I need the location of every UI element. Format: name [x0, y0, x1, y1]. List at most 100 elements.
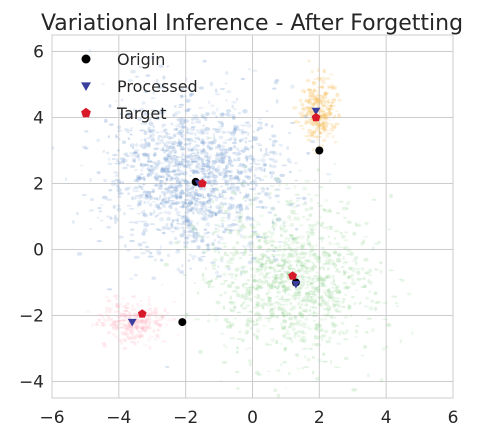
sample-point	[245, 217, 249, 222]
sample-point	[143, 200, 147, 204]
sample-point	[216, 274, 223, 278]
sample-point	[271, 275, 275, 278]
sample-point	[293, 236, 298, 240]
sample-point	[166, 216, 171, 222]
sample-point	[161, 340, 168, 343]
sample-point	[131, 304, 134, 309]
sample-point	[306, 237, 310, 243]
sample-point	[310, 140, 316, 144]
sample-point	[225, 165, 228, 170]
sample-point	[201, 249, 208, 254]
sample-point	[129, 143, 135, 148]
sample-point	[140, 176, 144, 180]
sample-point	[213, 246, 220, 251]
sample-point	[236, 337, 242, 340]
sample-point	[85, 310, 91, 314]
sample-point	[282, 284, 286, 288]
sample-point	[140, 326, 147, 329]
sample-point	[337, 270, 342, 274]
sample-point	[148, 252, 152, 255]
sample-point	[206, 243, 211, 248]
sample-point	[234, 176, 239, 180]
sample-point	[132, 151, 138, 155]
sample-point	[327, 108, 331, 111]
sample-point	[100, 321, 105, 324]
sample-point	[265, 241, 270, 245]
sample-point	[314, 96, 318, 101]
sample-point	[319, 122, 325, 126]
sample-point	[139, 173, 144, 176]
sample-point	[343, 239, 349, 242]
sample-point	[220, 220, 224, 222]
sample-point	[278, 343, 284, 345]
sample-point	[251, 230, 258, 233]
sample-point	[215, 196, 221, 199]
sample-point	[289, 199, 293, 203]
sample-point	[149, 223, 156, 226]
sample-point	[233, 304, 236, 309]
sample-point	[282, 240, 288, 244]
sample-point	[261, 324, 268, 327]
sample-point	[245, 269, 248, 274]
sample-point	[274, 305, 277, 310]
sample-point	[336, 260, 341, 263]
sample-point	[335, 290, 341, 294]
sample-point	[316, 335, 322, 339]
sample-point	[263, 191, 269, 197]
sample-point	[120, 319, 127, 322]
sample-point	[133, 323, 137, 325]
sample-point	[385, 323, 392, 327]
sample-point	[268, 138, 272, 141]
sample-point	[281, 267, 285, 270]
sample-point	[288, 249, 293, 251]
sample-point	[272, 255, 276, 259]
sample-point	[170, 122, 174, 126]
sample-point	[126, 129, 131, 134]
sample-point	[210, 184, 214, 188]
sample-point	[313, 274, 316, 278]
sample-point	[275, 180, 281, 184]
sample-point	[189, 224, 195, 228]
sample-point	[222, 220, 227, 222]
sample-point	[266, 302, 272, 308]
sample-point	[282, 306, 286, 311]
sample-point	[186, 225, 192, 230]
sample-point	[207, 199, 210, 203]
plot-border	[51, 34, 454, 399]
sample-point	[258, 118, 263, 121]
sample-point	[293, 331, 297, 336]
sample-point	[120, 340, 123, 345]
sample-point	[279, 173, 286, 178]
sample-point	[275, 315, 280, 319]
sample-point	[215, 189, 220, 192]
sample-point	[260, 205, 265, 209]
sample-point	[293, 316, 298, 319]
sample-point	[192, 212, 195, 215]
sample-point	[328, 241, 332, 245]
sample-point	[177, 184, 183, 187]
sample-point	[126, 112, 131, 115]
sample-point	[230, 222, 236, 227]
sample-point	[142, 163, 149, 166]
sample-point	[195, 171, 201, 174]
sample-point	[173, 202, 179, 205]
sample-point	[317, 124, 322, 128]
sample-point	[134, 334, 139, 339]
sample-point	[333, 237, 337, 240]
sample-point	[124, 309, 129, 312]
sample-point	[374, 306, 378, 311]
sample-point	[328, 296, 333, 300]
sample-point	[212, 174, 219, 179]
sample-point	[385, 345, 388, 349]
sample-point	[312, 293, 318, 298]
sample-point	[105, 225, 112, 229]
sample-point	[325, 103, 329, 105]
sample-point	[96, 171, 101, 175]
sample-point	[313, 320, 316, 322]
sample-point	[205, 161, 211, 165]
sample-point	[213, 195, 217, 199]
sample-point	[217, 126, 223, 130]
sample-point	[286, 243, 291, 247]
sample-point	[313, 98, 319, 102]
sample-point	[285, 337, 291, 340]
